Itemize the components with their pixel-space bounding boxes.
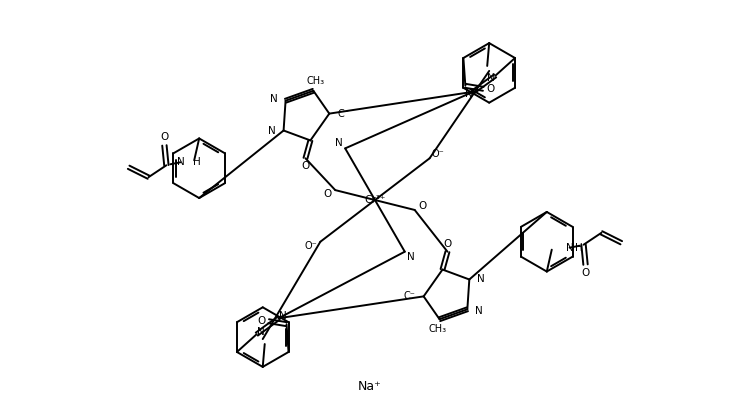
Text: N: N	[257, 327, 265, 337]
Text: O⁻: O⁻	[304, 241, 317, 251]
Text: O: O	[582, 267, 590, 278]
Text: Cr³⁺: Cr³⁺	[365, 195, 385, 205]
Text: N: N	[477, 274, 485, 285]
Text: N: N	[475, 306, 483, 316]
Text: C⁻: C⁻	[404, 291, 416, 301]
Text: N: N	[565, 243, 574, 253]
Text: O: O	[443, 239, 451, 249]
Text: N: N	[270, 94, 278, 104]
Text: C⁻: C⁻	[337, 109, 349, 119]
Text: O: O	[302, 161, 310, 171]
Text: H: H	[193, 157, 201, 167]
Text: O: O	[160, 133, 168, 142]
Text: N: N	[176, 157, 185, 167]
Text: N: N	[407, 252, 415, 262]
Text: O: O	[323, 189, 331, 199]
Text: O: O	[258, 316, 266, 326]
Text: N: N	[279, 311, 287, 321]
Text: N: N	[465, 89, 473, 99]
Text: N: N	[268, 126, 276, 135]
Text: CH₃: CH₃	[428, 324, 447, 334]
Text: Na⁺: Na⁺	[358, 380, 382, 393]
Text: N: N	[336, 138, 343, 148]
Text: CH₃: CH₃	[306, 76, 325, 86]
Text: O: O	[486, 84, 494, 94]
Text: O⁻: O⁻	[431, 149, 444, 160]
Text: O: O	[419, 201, 427, 211]
Text: H: H	[574, 243, 582, 253]
Text: N: N	[488, 73, 495, 83]
